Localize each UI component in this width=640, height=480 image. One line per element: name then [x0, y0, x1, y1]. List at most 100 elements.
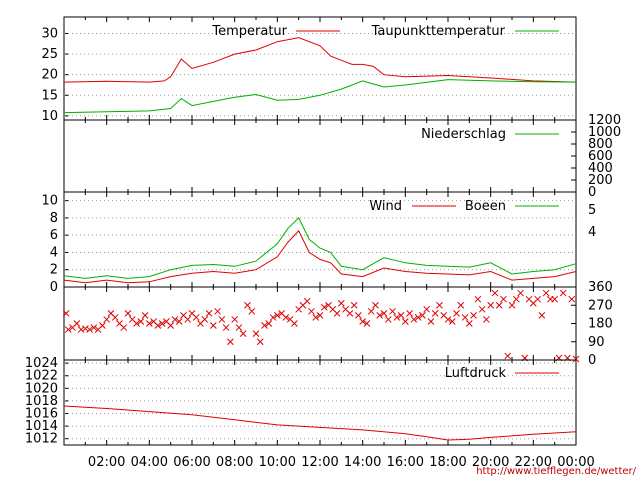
direction-point	[474, 295, 482, 303]
y-tick-label: 25	[41, 47, 58, 62]
direction-point	[308, 307, 315, 315]
y-right-tick-label: 0	[588, 353, 596, 368]
direction-point-stroke	[448, 318, 456, 325]
direction-point	[103, 316, 111, 323]
direction-point	[167, 322, 175, 329]
y-right-tick-label: 200	[588, 173, 613, 188]
direction-point-stroke	[137, 318, 145, 325]
y-right-tick-label: 600	[588, 149, 613, 164]
y-tick-label: 2	[50, 263, 58, 278]
direction-point-stroke	[239, 330, 247, 337]
y-right-tick-label: 5	[588, 203, 596, 218]
direction-point-stroke	[163, 318, 170, 325]
direction-point	[551, 295, 559, 303]
direction-point-stroke	[431, 310, 439, 317]
direction-point	[363, 320, 371, 327]
y-tick-label: 6	[50, 228, 58, 243]
direction-point	[568, 295, 576, 303]
direction-point-stroke	[73, 320, 81, 327]
y-tick-label: 1012	[25, 432, 58, 447]
direction-point	[372, 301, 379, 309]
direction-point	[175, 318, 183, 325]
direction-point	[423, 305, 431, 313]
y-right-tick-label: 4	[588, 225, 596, 240]
direction-point	[457, 301, 465, 309]
direction-point	[209, 322, 217, 329]
direction-point-stroke	[278, 310, 285, 317]
direction-point-stroke	[86, 326, 93, 333]
direction-point-stroke	[282, 314, 290, 321]
direction-point-stroke	[419, 312, 426, 319]
direction-point	[346, 310, 354, 317]
direction-point	[133, 320, 140, 327]
direction-point-stroke	[359, 318, 367, 325]
direction-point	[355, 312, 362, 319]
direction-point-stroke	[256, 338, 264, 346]
direction-point	[397, 312, 405, 319]
direction-point	[141, 312, 149, 319]
direction-point-stroke	[320, 303, 328, 311]
x-tick-label: 20:00	[472, 455, 509, 470]
direction-point-stroke	[120, 324, 128, 331]
panel-frame	[63, 286, 577, 361]
x-tick-label: 12:00	[301, 455, 338, 470]
legend-label: Temperatur	[211, 24, 287, 39]
direction-point	[248, 307, 256, 315]
direction-point-stroke	[542, 289, 550, 297]
y-tick-label: 30	[41, 26, 58, 41]
direction-point	[380, 310, 388, 317]
direction-point-stroke	[111, 314, 119, 321]
direction-point-stroke	[474, 295, 482, 303]
direction-point	[81, 325, 89, 332]
direction-point-stroke	[444, 316, 452, 323]
direction-point	[111, 314, 119, 321]
direction-point-stroke	[222, 324, 230, 331]
direction-point-stroke	[184, 316, 192, 323]
y-tick-label: 1014	[25, 419, 58, 434]
direction-point	[227, 338, 234, 346]
direction-point	[218, 316, 226, 323]
direction-point	[495, 301, 503, 309]
direction-point-stroke	[167, 322, 175, 329]
direction-point	[487, 301, 495, 309]
direction-point	[316, 312, 324, 319]
direction-point-stroke	[269, 314, 277, 321]
direction-point	[171, 316, 179, 323]
direction-point	[303, 297, 311, 305]
y-tick-label: 1016	[25, 407, 58, 422]
y-tick-label: 1022	[25, 369, 58, 384]
direction-point	[453, 310, 460, 317]
direction-point-stroke	[158, 320, 166, 327]
direction-point-stroke	[504, 352, 512, 360]
direction-point-stroke	[457, 301, 465, 309]
direction-point-stroke	[559, 289, 567, 297]
direction-point-stroke	[551, 295, 559, 303]
direction-point	[401, 318, 409, 325]
y-tick-label: 1024	[25, 356, 58, 371]
direction-point-stroke	[273, 312, 281, 319]
direction-point	[252, 330, 260, 337]
direction-point	[491, 289, 499, 297]
y-right-tick-label: 800	[588, 137, 613, 152]
direction-point-stroke	[150, 318, 157, 325]
direction-point-stroke	[410, 316, 418, 323]
y-tick-label: 10	[41, 194, 58, 209]
x-tick-label: 04:00	[131, 455, 168, 470]
direction-point	[64, 326, 72, 333]
direction-point-stroke	[367, 307, 375, 315]
direction-point-stroke	[483, 316, 490, 323]
direction-point-stroke	[534, 295, 541, 303]
direction-point	[431, 310, 439, 317]
y-tick-label: 10	[41, 109, 58, 124]
direction-point-stroke	[286, 316, 294, 323]
direction-point-stroke	[205, 310, 213, 317]
legend-label: Taupunkttemperatur	[371, 24, 506, 39]
direction-point	[145, 320, 153, 327]
direction-point-stroke	[214, 307, 221, 315]
direction-point	[427, 318, 435, 325]
series-line-luftdruck	[63, 405, 577, 441]
series-line-boeen	[63, 217, 577, 279]
y-tick-label: 8	[50, 211, 58, 226]
direction-point-stroke	[423, 305, 431, 313]
direction-point	[158, 320, 166, 327]
